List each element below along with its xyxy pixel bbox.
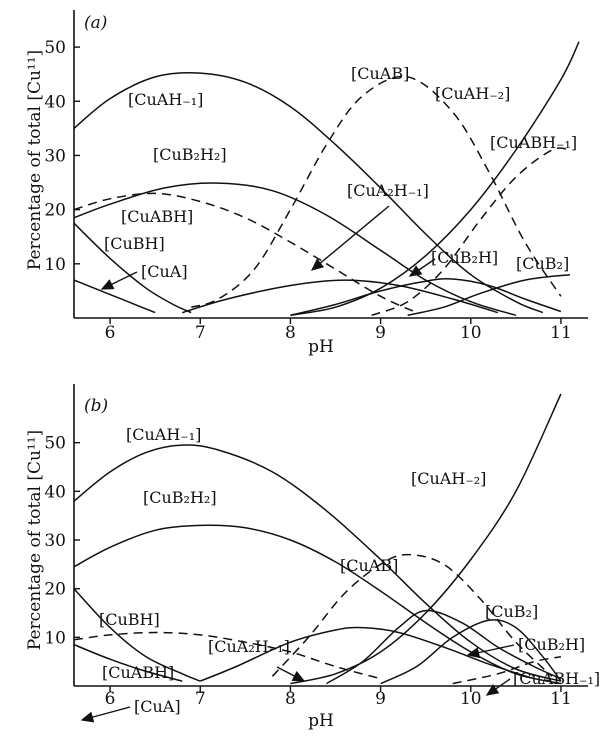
x-tick-label: 11	[550, 323, 572, 343]
label-arrow	[80, 706, 131, 723]
series-label: [CuABH]	[121, 207, 193, 226]
series-line	[73, 182, 517, 317]
x-tick-label: 7	[195, 323, 206, 343]
y-tick-label: 30	[44, 146, 66, 166]
y-tick-label: 20	[44, 580, 66, 600]
x-tick-label: 7	[195, 689, 206, 709]
series-line	[326, 609, 562, 685]
series-label: [CuB₂H]	[518, 635, 585, 654]
label-arrow	[100, 271, 138, 290]
series-label: [CuB₂H₂]	[143, 488, 217, 507]
x-tick-label: 6	[105, 323, 116, 343]
series-line	[73, 444, 562, 682]
series-line	[73, 71, 544, 314]
x-tick-label: 9	[375, 323, 386, 343]
label-arrow	[276, 666, 306, 682]
x-tick-label: 8	[285, 323, 296, 343]
series-label: [CuA]	[141, 262, 188, 281]
series-line	[73, 279, 156, 314]
series-line	[73, 222, 192, 314]
panel-a: 6 7 8 9 10 11 10 20 30 40 50 pH Percentage of total …	[25, 10, 588, 357]
label-arrow	[466, 644, 515, 659]
y-tick-label: 50	[44, 434, 66, 454]
series-label: [CuB₂H]	[431, 248, 498, 267]
series-label: [CuAH₋₂]	[411, 469, 486, 488]
series-line	[371, 147, 571, 317]
series-label: [CuAH₋₂]	[435, 84, 510, 103]
series-line	[199, 626, 535, 682]
series-label: [CuA]	[134, 697, 181, 716]
x-tick-label: 6	[105, 689, 116, 709]
panel-b: 6 7 8 9 10 11 10 20 30 40 50 pH Percentage of total …	[25, 384, 600, 731]
y-axis-label: Percentage of total [Cu¹¹]	[25, 50, 45, 270]
panel-label: (a)	[84, 13, 107, 33]
y-tick-label: 20	[44, 201, 66, 221]
series-label: [CuABH₋₁]	[490, 133, 577, 152]
label-arrow	[310, 205, 390, 271]
x-axis-label: pH	[308, 711, 334, 731]
series-line	[73, 643, 183, 682]
y-tick-label: 40	[44, 482, 66, 502]
series-label: [CuAH₋₁]	[126, 425, 201, 444]
x-tick-label: 8	[285, 689, 296, 709]
y-tick-label: 50	[44, 38, 66, 58]
y-tick-label: 30	[44, 531, 66, 551]
series-label: [CuABH]	[102, 663, 174, 682]
series-line	[407, 273, 571, 317]
series-label: [CuB₂]	[485, 602, 538, 621]
series-label: [CuABH₋₁]	[513, 669, 600, 688]
y-tick-label: 10	[44, 628, 66, 648]
y-axis-label: Percentage of total [Cu¹¹]	[25, 430, 45, 650]
x-tick-label: 10	[460, 689, 482, 709]
x-axis-label: pH	[308, 337, 334, 357]
series-label: [CuA₂H₋₁]	[347, 181, 429, 200]
label-arrow	[408, 258, 436, 277]
series-label: [CuAB]	[351, 64, 409, 83]
x-tick-label: 9	[375, 689, 386, 709]
series-line	[290, 278, 562, 317]
series-line	[190, 75, 562, 308]
y-tick-label: 40	[44, 92, 66, 112]
series-line	[73, 588, 201, 682]
series-line	[380, 619, 562, 685]
series-label: [CuB₂]	[516, 254, 569, 273]
series-label: [CuAB]	[340, 556, 398, 575]
series-line	[452, 656, 562, 685]
series-line	[181, 279, 499, 314]
x-tick-label: 10	[460, 323, 482, 343]
series-label: [CuBH]	[99, 610, 160, 629]
series-line	[271, 553, 553, 677]
series-label: [CuBH]	[104, 234, 165, 253]
series-line	[73, 192, 418, 314]
series-label: [CuAH₋₁]	[128, 90, 203, 109]
series-line	[73, 631, 381, 680]
series-line	[290, 393, 562, 685]
series-label: [CuA₂H₋₁]	[208, 637, 290, 656]
y-tick-label: 10	[44, 255, 66, 275]
x-tick-label: 11	[550, 689, 572, 709]
label-arrow	[485, 678, 511, 696]
series-line	[290, 41, 580, 317]
series-label: [CuB₂H₂]	[153, 145, 227, 164]
panel-label: (b)	[84, 396, 108, 416]
